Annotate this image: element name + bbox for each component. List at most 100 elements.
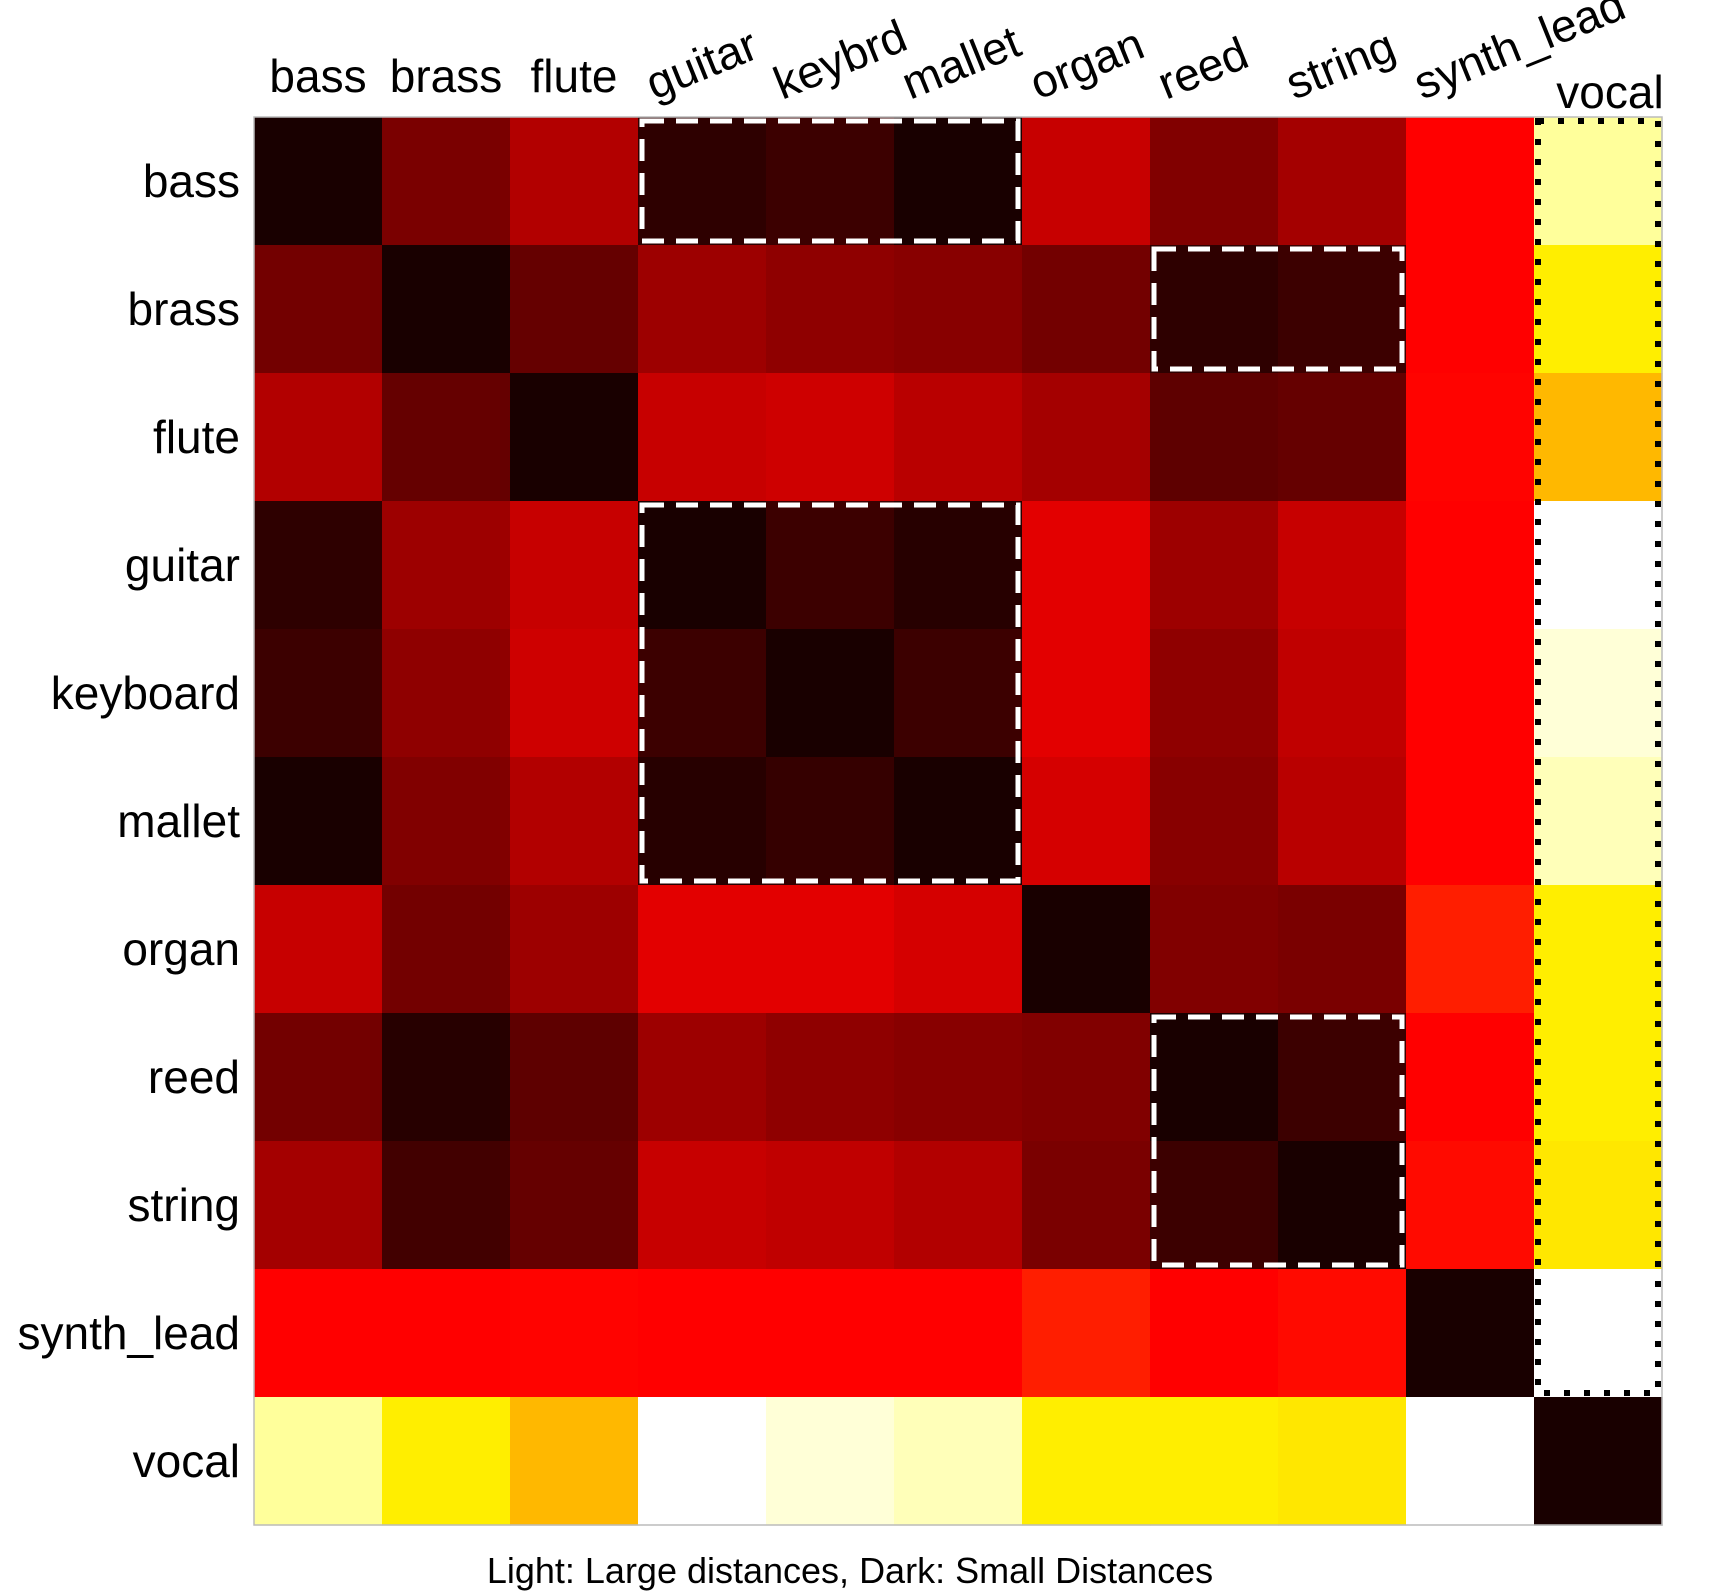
heatmap-cell-brass-guitar xyxy=(638,245,767,374)
heatmap-cell-reed-bass xyxy=(254,1013,383,1142)
heatmap-cell-guitar-brass xyxy=(382,501,511,630)
heatmap-cell-flute-synth_lead xyxy=(1406,373,1535,502)
heatmap-cell-guitar-bass xyxy=(254,501,383,630)
heatmap-cell-bass-mallet xyxy=(894,117,1023,246)
heatmap-cell-organ-reed xyxy=(1150,885,1279,1014)
heatmap-cell-keyboard-reed xyxy=(1150,629,1279,758)
heatmap-cell-mallet-string xyxy=(1278,757,1407,886)
heatmap-cell-vocal-vocal xyxy=(1534,1397,1663,1526)
heatmap-cell-guitar-vocal xyxy=(1534,501,1663,630)
heatmap-cell-synth_lead-flute xyxy=(510,1269,639,1398)
heatmap-cell-string-brass xyxy=(382,1141,511,1270)
y-tick-labels: bass brass flute guitar keyboard mallet organ r… xyxy=(18,155,241,1487)
heatmap-cell-keyboard-vocal xyxy=(1534,629,1663,758)
heatmap-cell-mallet-keybrd xyxy=(766,757,895,886)
heatmap-cell-bass-bass xyxy=(254,117,383,246)
heatmap-cell-organ-keybrd xyxy=(766,885,895,1014)
heatmap-cell-organ-brass xyxy=(382,885,511,1014)
heatmap-cell-mallet-reed xyxy=(1150,757,1279,886)
heatmap-cell-flute-bass xyxy=(254,373,383,502)
heatmap-cell-bass-string xyxy=(1278,117,1407,246)
heatmap-cell-mallet-guitar xyxy=(638,757,767,886)
heatmap-cell-reed-mallet xyxy=(894,1013,1023,1142)
heatmap-cell-vocal-reed xyxy=(1150,1397,1279,1526)
heatmap-cell-brass-organ xyxy=(1022,245,1151,374)
heatmap-cell-vocal-organ xyxy=(1022,1397,1151,1526)
heatmap-cell-bass-synth_lead xyxy=(1406,117,1535,246)
heatmap-cell-organ-vocal xyxy=(1534,885,1663,1014)
x-tick-label-keybrd: keybrd xyxy=(766,9,914,109)
highlight-box-3 xyxy=(639,502,1021,884)
heatmap-cell-guitar-string xyxy=(1278,501,1407,630)
heatmap-cell-mallet-brass xyxy=(382,757,511,886)
heatmap-cell-vocal-keybrd xyxy=(766,1397,895,1526)
heatmap-cell-reed-synth_lead xyxy=(1406,1013,1535,1142)
heatmap-cell-brass-synth_lead xyxy=(1406,245,1535,374)
heatmap-cell-guitar-organ xyxy=(1022,501,1151,630)
heatmap-cell-brass-vocal xyxy=(1534,245,1663,374)
heatmap-cell-string-string xyxy=(1278,1141,1407,1270)
heatmap-cell-keyboard-keybrd xyxy=(766,629,895,758)
heatmap-cell-string-bass xyxy=(254,1141,383,1270)
heatmap-cell-guitar-reed xyxy=(1150,501,1279,630)
heatmap-cell-synth_lead-organ xyxy=(1022,1269,1151,1398)
heatmap-cell-mallet-synth_lead xyxy=(1406,757,1535,886)
heatmap-cell-bass-keybrd xyxy=(766,117,895,246)
x-tick-label-vocal: vocal xyxy=(1556,66,1663,118)
heatmap-cell-reed-keybrd xyxy=(766,1013,895,1142)
heatmap-cell-brass-keybrd xyxy=(766,245,895,374)
heatmap-cell-brass-brass xyxy=(382,245,511,374)
heatmap-cell-keyboard-brass xyxy=(382,629,511,758)
heatmap-cell-vocal-bass xyxy=(254,1397,383,1526)
heatmap-cell-vocal-mallet xyxy=(894,1397,1023,1526)
heatmap-cell-synth_lead-brass xyxy=(382,1269,511,1398)
heatmap-cell-string-organ xyxy=(1022,1141,1151,1270)
highlight-box-4 xyxy=(1151,1014,1405,1268)
heatmap-cell-bass-flute xyxy=(510,117,639,246)
heatmap-cell-mallet-organ xyxy=(1022,757,1151,886)
heatmap-cell-keyboard-mallet xyxy=(894,629,1023,758)
heatmap-cell-organ-guitar xyxy=(638,885,767,1014)
heatmap-cell-bass-reed xyxy=(1150,117,1279,246)
heatmap-cell-flute-organ xyxy=(1022,373,1151,502)
heatmap-cell-brass-mallet xyxy=(894,245,1023,374)
y-tick-label-flute: flute xyxy=(153,411,240,463)
heatmap-cell-organ-bass xyxy=(254,885,383,1014)
heatmap-cell-keyboard-synth_lead xyxy=(1406,629,1535,758)
x-tick-label-brass: brass xyxy=(390,50,502,102)
heatmap-cell-reed-organ xyxy=(1022,1013,1151,1142)
heatmap-cell-guitar-synth_lead xyxy=(1406,501,1535,630)
highlight-boxes xyxy=(639,118,1661,1396)
heatmap-cell-organ-organ xyxy=(1022,885,1151,1014)
heatmap-cell-synth_lead-reed xyxy=(1150,1269,1279,1398)
heatmap-cell-mallet-flute xyxy=(510,757,639,886)
x-tick-label-flute: flute xyxy=(531,50,618,102)
heatmap-cell-organ-mallet xyxy=(894,885,1023,1014)
heatmap-cell-string-vocal xyxy=(1534,1141,1663,1270)
heatmap-cell-keyboard-flute xyxy=(510,629,639,758)
y-tick-label-synth_lead: synth_lead xyxy=(18,1307,241,1359)
heatmap-cell-flute-mallet xyxy=(894,373,1023,502)
heatmap-cell-reed-vocal xyxy=(1534,1013,1663,1142)
heatmap-cell-reed-guitar xyxy=(638,1013,767,1142)
heatmap-cell-bass-organ xyxy=(1022,117,1151,246)
heatmap-cells xyxy=(253,116,1663,1526)
highlight-box-2 xyxy=(1151,246,1405,372)
heatmap-cell-flute-keybrd xyxy=(766,373,895,502)
heatmap-cell-guitar-keybrd xyxy=(766,501,895,630)
heatmap-cell-string-reed xyxy=(1150,1141,1279,1270)
y-tick-label-keyboard: keyboard xyxy=(51,667,240,719)
heatmap-cell-vocal-string xyxy=(1278,1397,1407,1526)
chart-caption: Light: Large distances, Dark: Small Dist… xyxy=(487,1550,1213,1591)
heatmap-cell-guitar-mallet xyxy=(894,501,1023,630)
heatmap-cell-reed-brass xyxy=(382,1013,511,1142)
highlight-box-1 xyxy=(639,118,1021,244)
y-tick-label-reed: reed xyxy=(148,1051,240,1103)
y-tick-label-vocal: vocal xyxy=(133,1435,240,1487)
x-tick-label-string: string xyxy=(1278,19,1402,109)
heatmap-cell-reed-reed xyxy=(1150,1013,1279,1142)
heatmap-cell-keyboard-organ xyxy=(1022,629,1151,758)
x-tick-label-mallet: mallet xyxy=(894,15,1027,109)
